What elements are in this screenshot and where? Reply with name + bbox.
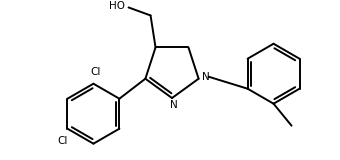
Text: HO: HO (108, 1, 124, 12)
Text: N: N (170, 100, 178, 110)
Text: N: N (202, 72, 209, 82)
Text: Cl: Cl (57, 136, 68, 146)
Text: Cl: Cl (90, 67, 101, 77)
